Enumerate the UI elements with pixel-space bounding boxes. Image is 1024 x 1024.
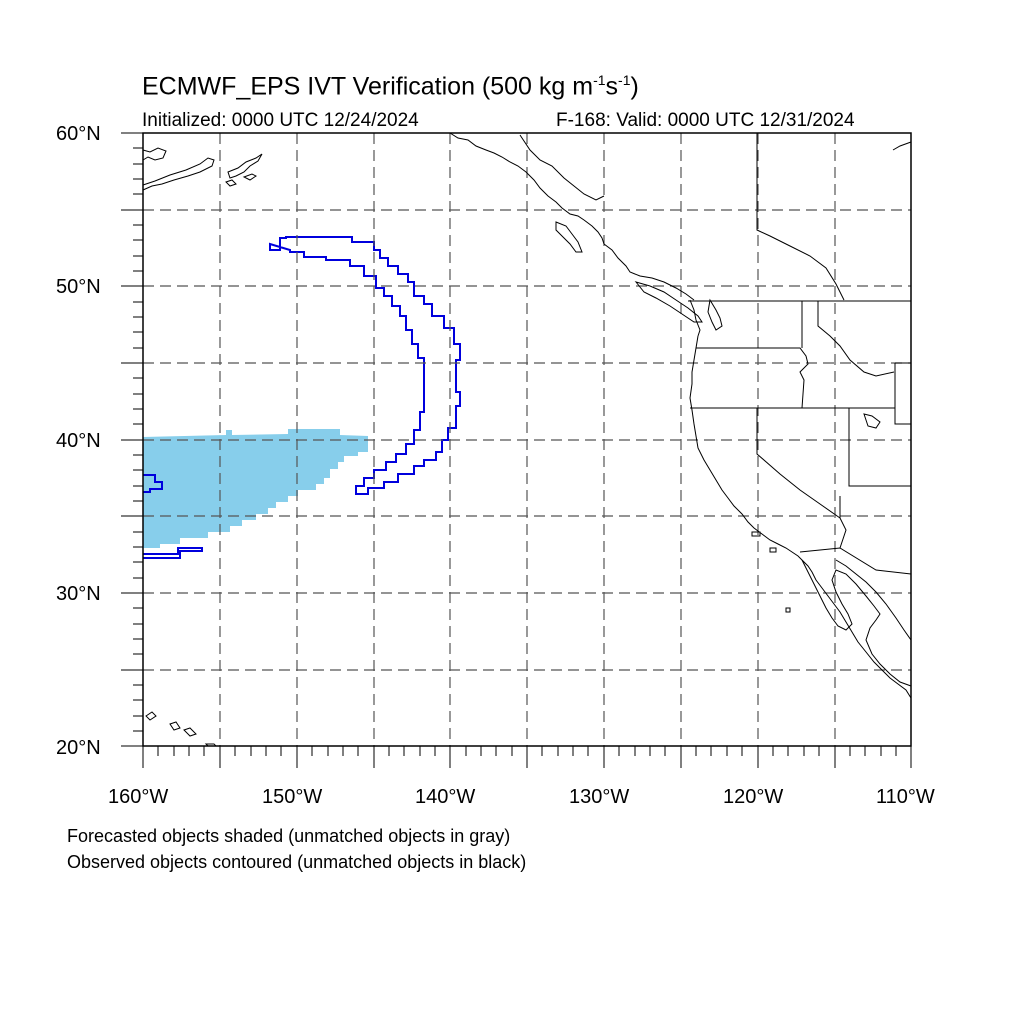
coastlines bbox=[142, 132, 912, 747]
lat-label-30n: 30°N bbox=[56, 583, 101, 605]
forecast-object bbox=[143, 429, 368, 548]
map-title: ECMWF_EPS IVT Verification (500 kg m-1s-… bbox=[142, 72, 639, 101]
observed-contour-west-a bbox=[143, 474, 163, 493]
observed-contour-main bbox=[269, 236, 461, 495]
valid-time: F-168: Valid: 0000 UTC 12/31/2024 bbox=[556, 110, 855, 131]
note-observed-contours: Observed objects contoured (unmatched ob… bbox=[67, 852, 527, 872]
lat-label-60n: 60°N bbox=[56, 123, 101, 145]
note-forecast-shading: Forecasted objects shaded (unmatched obj… bbox=[67, 826, 511, 846]
lon-label-150w: 150°W bbox=[262, 786, 323, 808]
initialized-time: Initialized: 0000 UTC 12/24/2024 bbox=[142, 110, 419, 131]
axis-ticks bbox=[121, 132, 912, 768]
lon-label-140w: 140°W bbox=[415, 786, 476, 808]
lon-label-130w: 130°W bbox=[569, 786, 630, 808]
lat-label-40n: 40°N bbox=[56, 430, 101, 452]
political-borders bbox=[688, 133, 912, 575]
graticule bbox=[143, 133, 911, 746]
lon-label-120w: 120°W bbox=[723, 786, 784, 808]
observed-object-contours bbox=[143, 236, 461, 559]
lat-label-20n: 20°N bbox=[56, 737, 101, 759]
lon-label-160w: 160°W bbox=[108, 786, 169, 808]
observed-contour-west-b bbox=[143, 547, 203, 559]
lat-label-50n: 50°N bbox=[56, 276, 101, 298]
lon-label-110w: 110°W bbox=[876, 786, 935, 808]
